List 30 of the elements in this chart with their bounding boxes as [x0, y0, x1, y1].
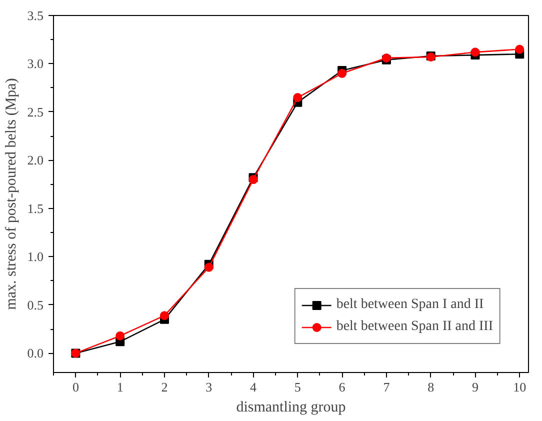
y-axis-title: max. stress of post-poured belts (Mpa): [3, 78, 20, 310]
x-tick-label: 3: [206, 380, 212, 394]
y-tick-label: 2.0: [27, 152, 44, 168]
x-tick-label: 1: [116, 380, 124, 394]
y-tick-label: 3.0: [27, 56, 44, 72]
x-tick-label: 5: [294, 380, 301, 394]
legend-label: belt between Span I and II: [336, 297, 484, 313]
point: [515, 44, 524, 54]
y-tick-label: 1.0: [27, 249, 44, 264]
point: [204, 262, 214, 272]
point: [338, 68, 347, 78]
x-tick-label: 0: [72, 380, 79, 394]
point: [293, 93, 302, 102]
x-tick-label: 4: [250, 380, 258, 394]
y-tick-label: 1.5: [27, 200, 44, 216]
x-tick-label: 9: [472, 380, 478, 394]
y-tick-label: 2.5: [27, 104, 44, 120]
x-axis-title: dismantling group: [236, 400, 346, 416]
point: [160, 311, 169, 320]
legend-label: belt between Span II and III: [336, 319, 493, 335]
x-tick-label: 8: [428, 380, 434, 394]
x-tick-label: 7: [383, 380, 390, 394]
x-tick-label: 2: [161, 380, 168, 394]
y-tick-label: 0.5: [27, 297, 44, 312]
y-tick-label: 0.0: [27, 346, 44, 361]
point: [116, 331, 125, 340]
x-tick-label: 6: [338, 380, 346, 394]
y-tick-label: 3.5: [27, 8, 44, 23]
x-tick-label: 10: [513, 380, 526, 394]
point: [470, 48, 480, 57]
